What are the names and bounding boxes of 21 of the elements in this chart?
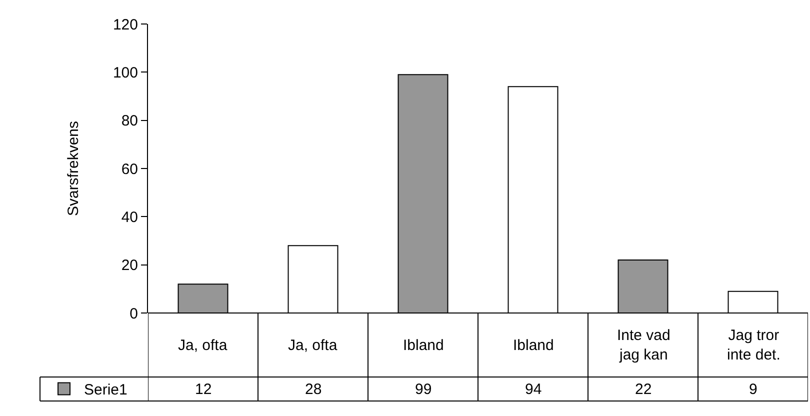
y-tick-label: 20 — [121, 257, 138, 274]
data-label: 94 — [525, 381, 542, 398]
x-tick-label: Ja, ofta — [288, 337, 338, 354]
legend-label: Serie1 — [84, 382, 128, 399]
x-tick-label: Jag tror inte det. — [727, 327, 780, 364]
x-tick-label: Ibland — [403, 337, 444, 354]
x-tick-label: Ja, ofta — [178, 337, 228, 354]
data-label: 99 — [415, 381, 432, 398]
y-axis-title: Svarsfrekvens — [65, 120, 82, 216]
y-tick-label: 80 — [121, 112, 138, 130]
data-label: 22 — [635, 381, 652, 398]
y-tick-label: 60 — [121, 160, 138, 178]
data-label: 12 — [195, 381, 212, 398]
y-tick-label: 0 — [130, 305, 138, 322]
x-tick-label: Inte vad jag kan — [617, 327, 670, 364]
data-label: 9 — [749, 381, 758, 398]
y-tick-label: 100 — [112, 64, 138, 82]
x-tick-label: Ibland — [513, 337, 554, 354]
y-tick-label: 120 — [112, 16, 138, 34]
data-label: 28 — [305, 381, 322, 398]
y-tick-label: 40 — [121, 208, 138, 226]
